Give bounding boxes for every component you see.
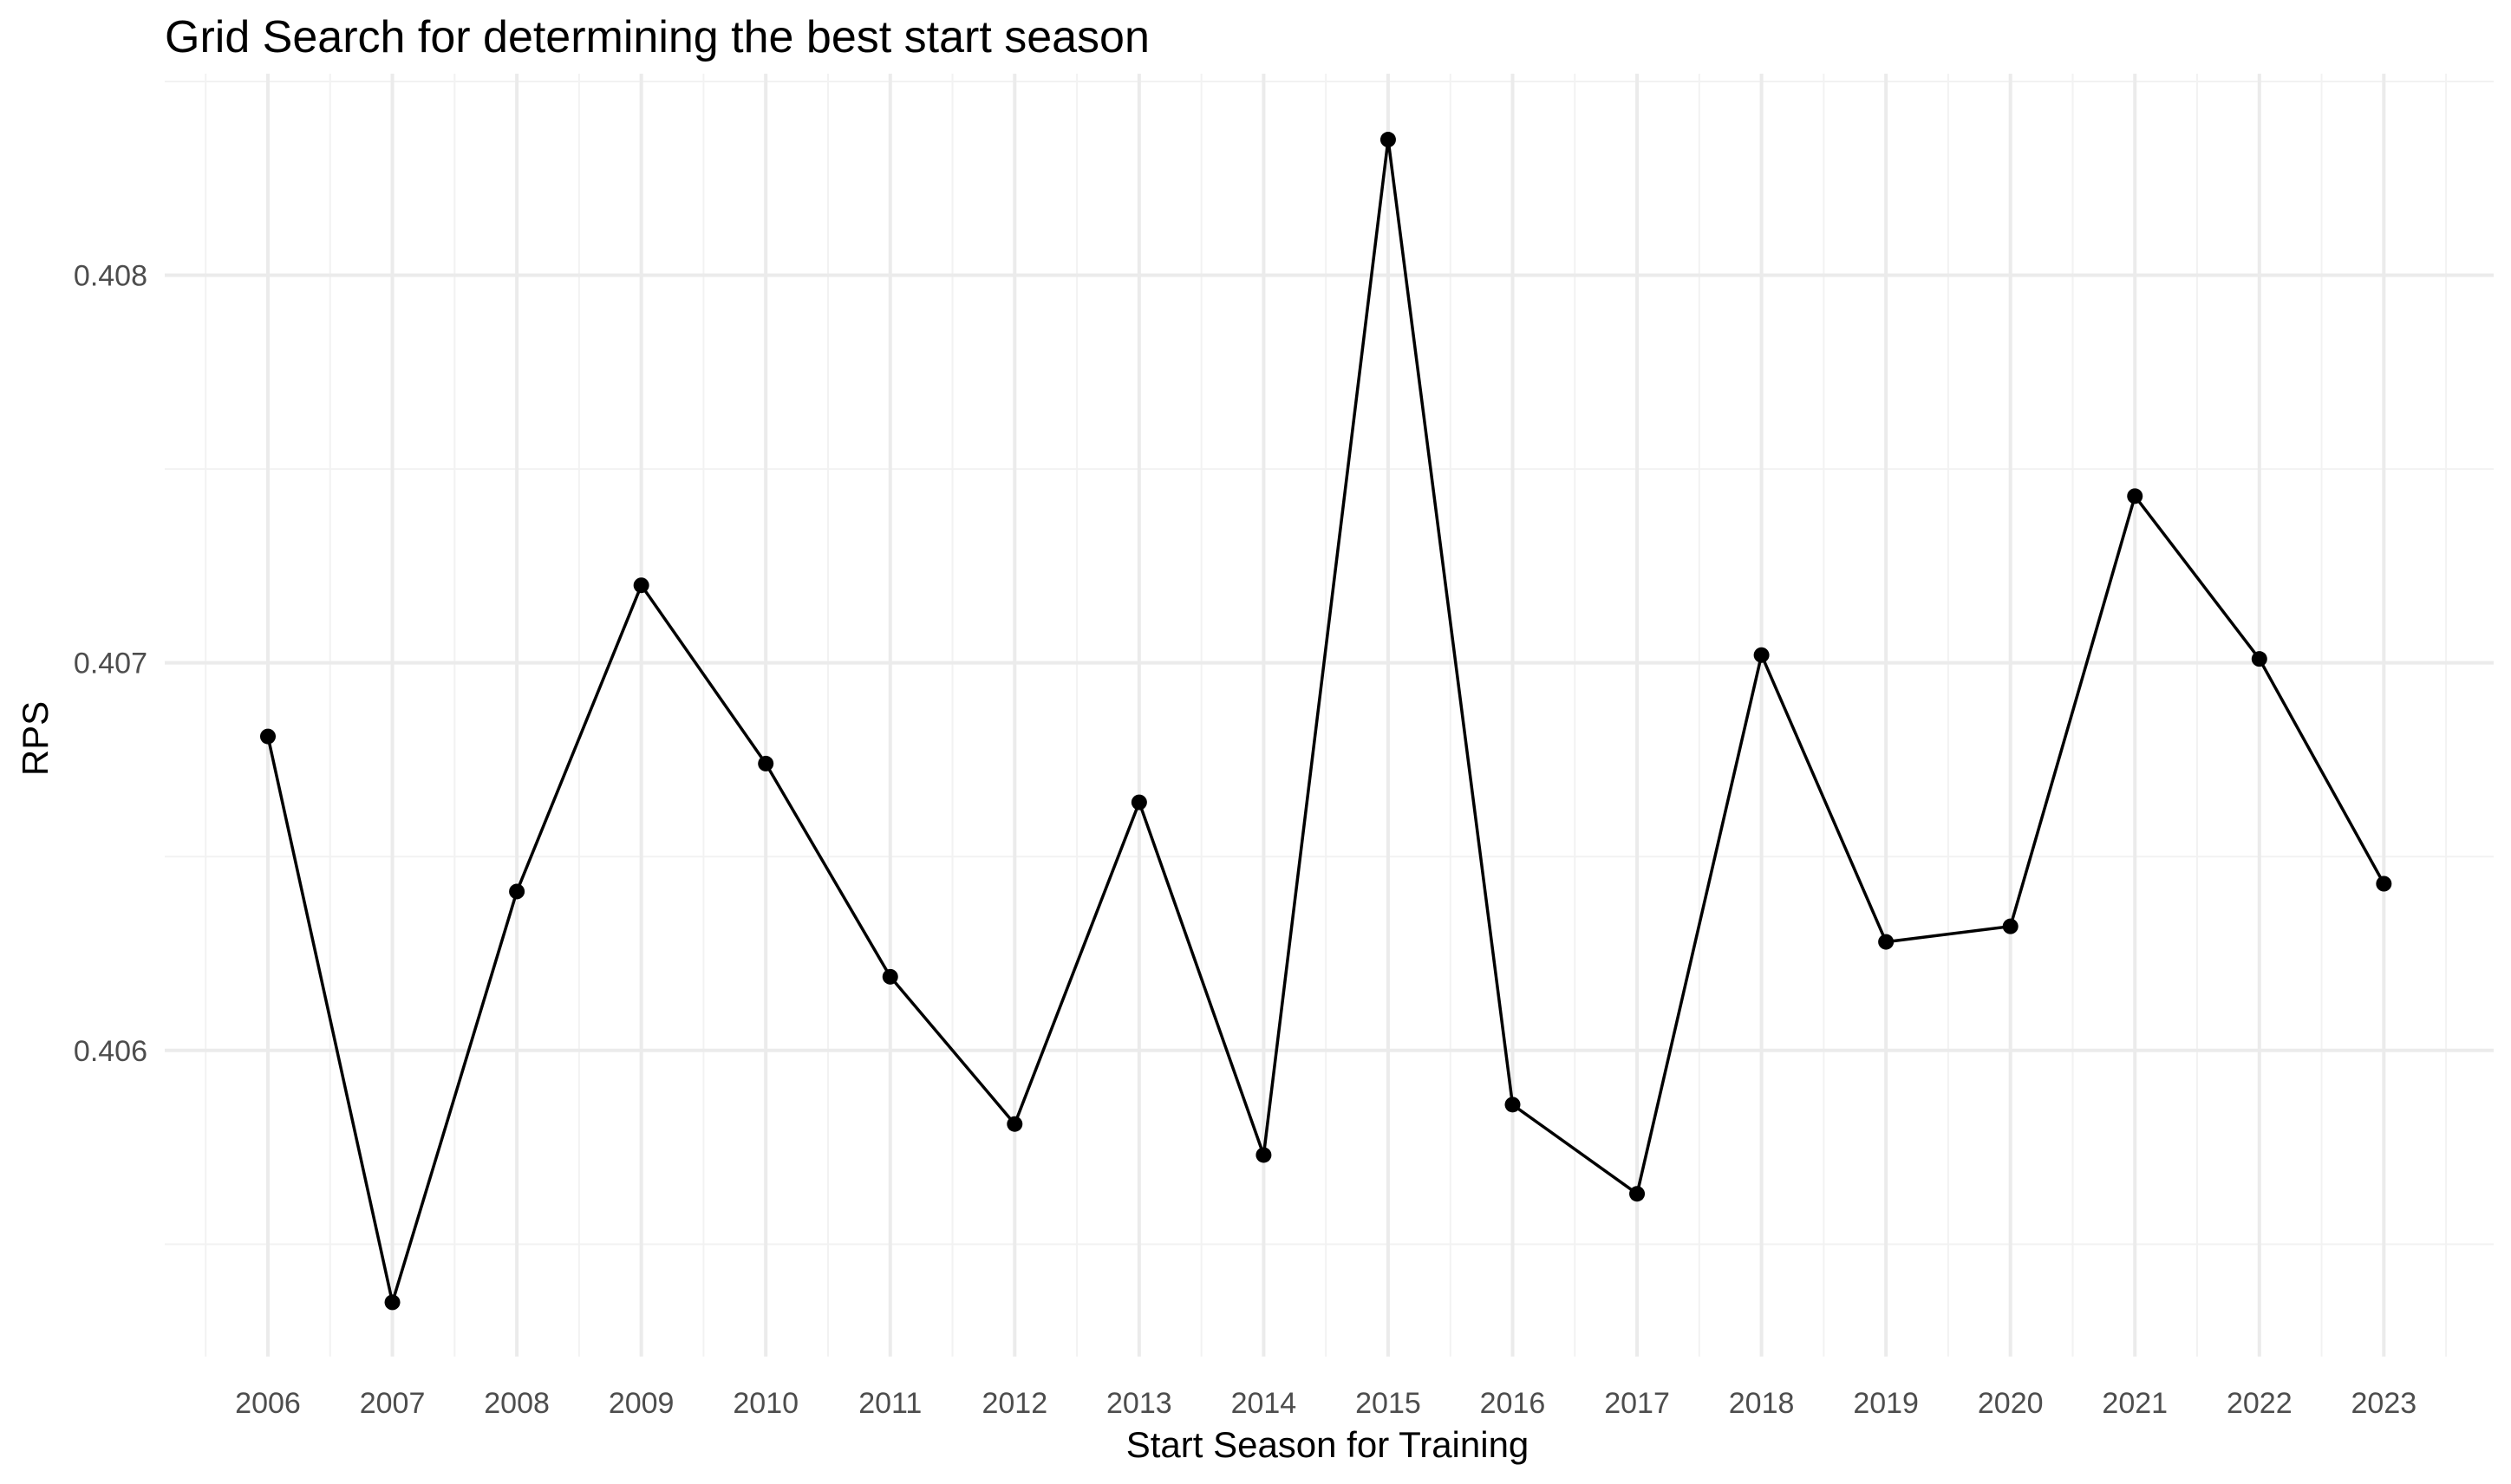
data-point <box>758 755 774 771</box>
y-tick-label: 0.407 <box>74 648 147 680</box>
x-tick-label: 2015 <box>1355 1387 1421 1420</box>
grid-lines <box>165 74 2494 1357</box>
y-axis-title: RPS <box>15 701 55 776</box>
data-point <box>260 728 276 745</box>
data-point <box>1878 934 1895 950</box>
y-tick-label: 0.406 <box>74 1035 147 1068</box>
data-point <box>882 968 898 985</box>
chart-title: Grid Search for determining the best sta… <box>165 12 1150 62</box>
data-point <box>1629 1186 1646 1202</box>
data-point <box>1131 794 1147 810</box>
data-point <box>1379 132 1396 148</box>
data-point <box>509 883 525 900</box>
x-tick-label: 2014 <box>1231 1387 1297 1420</box>
x-tick-label: 2017 <box>1604 1387 1670 1420</box>
data-point <box>1504 1097 1521 1113</box>
x-tick-label: 2008 <box>484 1387 550 1420</box>
x-axis-ticks: 2006 2007 2008 2009 2010 2011 2012 2013 2014 2015… <box>235 1387 2416 1420</box>
x-tick-label: 2023 <box>2351 1387 2417 1420</box>
series-line <box>266 138 2385 1305</box>
data-point <box>2002 918 2019 934</box>
x-tick-label: 2007 <box>360 1387 426 1420</box>
x-tick-label: 2013 <box>1106 1387 1172 1420</box>
x-tick-label: 2018 <box>1729 1387 1795 1420</box>
x-tick-label: 2019 <box>1853 1387 1919 1420</box>
x-tick-label: 2016 <box>1480 1387 1546 1420</box>
data-point <box>2376 875 2392 892</box>
data-point <box>1753 647 1770 663</box>
y-tick-label: 0.408 <box>74 260 147 293</box>
data-point <box>2127 488 2143 504</box>
series-group <box>260 132 2392 1311</box>
y-axis-ticks: 0.406 0.407 0.408 <box>74 260 147 1068</box>
x-tick-label: 2009 <box>609 1387 675 1420</box>
x-tick-label: 2020 <box>1978 1387 2044 1420</box>
x-tick-label: 2011 <box>858 1387 922 1420</box>
x-tick-label: 2021 <box>2102 1387 2168 1420</box>
x-axis-title: Start Season for Training <box>1126 1424 1529 1465</box>
x-tick-label: 2010 <box>733 1387 799 1420</box>
x-tick-label: 2022 <box>2227 1387 2293 1420</box>
data-point <box>2251 651 2267 667</box>
data-point <box>384 1294 401 1311</box>
x-tick-label: 2006 <box>235 1387 301 1420</box>
x-tick-label: 2012 <box>982 1387 1047 1420</box>
data-point <box>1256 1147 1272 1163</box>
data-point <box>633 577 649 594</box>
data-point <box>1007 1116 1023 1132</box>
